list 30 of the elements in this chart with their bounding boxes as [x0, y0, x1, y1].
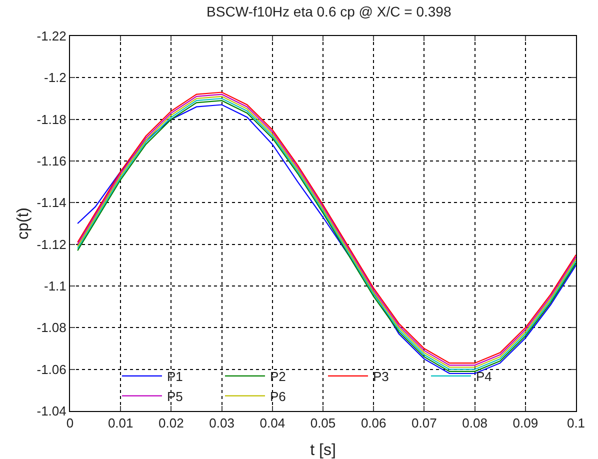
- x-tick-label: 0.08: [462, 416, 488, 431]
- y-tick-label: -1.06: [36, 362, 66, 377]
- x-tick-label: 0.01: [108, 416, 134, 431]
- legend-label: P3: [373, 369, 389, 384]
- y-tick-label: -1.22: [36, 28, 66, 44]
- x-tick-label: 0.02: [158, 416, 184, 431]
- x-tick-label: 0.06: [360, 416, 386, 431]
- x-tick-label: 0.03: [209, 416, 234, 431]
- y-axis-title: cp(t): [15, 208, 32, 240]
- y-tick-label: -1.14: [36, 195, 66, 210]
- x-tick-label: 0.09: [512, 416, 538, 431]
- y-tick-label: -1.08: [36, 320, 66, 336]
- legend-label: P1: [167, 369, 183, 384]
- y-tick-label: -1.12: [36, 236, 66, 252]
- y-tick-label: -1.18: [36, 112, 66, 127]
- x-tick-label: 0.05: [310, 416, 336, 431]
- x-tick-label: 0: [66, 416, 74, 431]
- y-tick-label: -1.1: [44, 278, 66, 294]
- chart-title: BSCW-f10Hz eta 0.6 cp @ X/C = 0.398: [206, 4, 452, 20]
- legend-label: P6: [270, 388, 286, 404]
- legend-label: P5: [167, 388, 183, 404]
- legend-label: P4: [476, 369, 492, 384]
- x-tick-label: 0.1: [566, 416, 586, 431]
- x-tick-label: 0.07: [412, 416, 437, 431]
- legend-label: P2: [270, 369, 286, 384]
- y-tick-label: -1.2: [44, 70, 66, 86]
- y-tick-label: -1.04: [36, 404, 66, 419]
- y-tick-label: -1.16: [36, 154, 66, 169]
- x-tick-label: 0.04: [260, 416, 286, 431]
- x-axis-title: t [s]: [310, 442, 336, 459]
